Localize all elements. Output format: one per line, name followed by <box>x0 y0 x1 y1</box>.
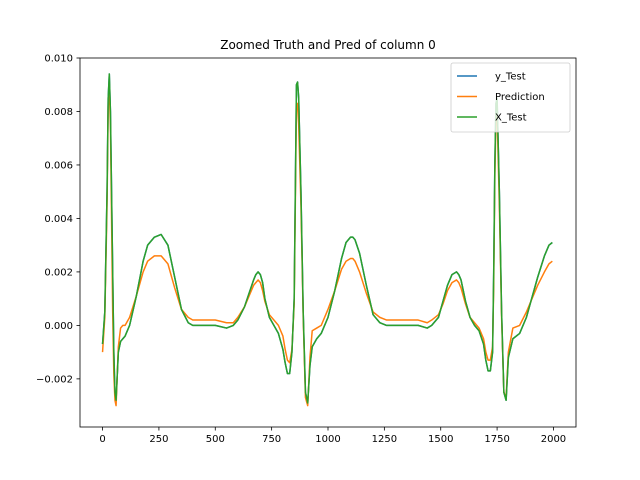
y-tick-label: 0.010 <box>44 54 73 65</box>
x-tick-label: 1500 <box>428 434 453 445</box>
y-tick-label: 0.006 <box>44 160 73 171</box>
legend: y_Test Prediction X_Test <box>450 62 571 133</box>
x-tick-label: 0 <box>99 434 105 445</box>
x-tick-label: 2000 <box>541 434 566 445</box>
x-axis: 0 250 500 750 1000 1250 1500 1750 2000 <box>99 427 566 445</box>
y-tick-label: 0.008 <box>44 107 73 118</box>
legend-box <box>450 62 571 133</box>
y-tick-label: 0.004 <box>44 214 73 225</box>
y-tick-label: 0.002 <box>44 267 73 278</box>
series-line-prediction <box>101 89 553 407</box>
legend-label: Prediction <box>495 92 545 103</box>
series-layer <box>101 73 553 407</box>
x-tick-label: 1750 <box>484 434 509 445</box>
y-tick-label: 0.000 <box>44 321 73 332</box>
legend-label: y_Test <box>495 72 526 83</box>
x-tick-label: 250 <box>149 434 168 445</box>
chart-title: Zoomed Truth and Pred of column 0 <box>220 38 436 52</box>
y-tick-label: −0.002 <box>36 374 73 385</box>
y-axis: −0.002 0.000 0.002 0.004 0.006 0.008 0.010 <box>36 54 80 385</box>
x-tick-label: 1250 <box>372 434 397 445</box>
x-tick-label: 750 <box>262 434 281 445</box>
series-line-x-test <box>101 73 553 404</box>
x-tick-label: 500 <box>206 434 225 445</box>
x-tick-label: 1000 <box>315 434 340 445</box>
legend-label: X_Test <box>495 113 527 124</box>
